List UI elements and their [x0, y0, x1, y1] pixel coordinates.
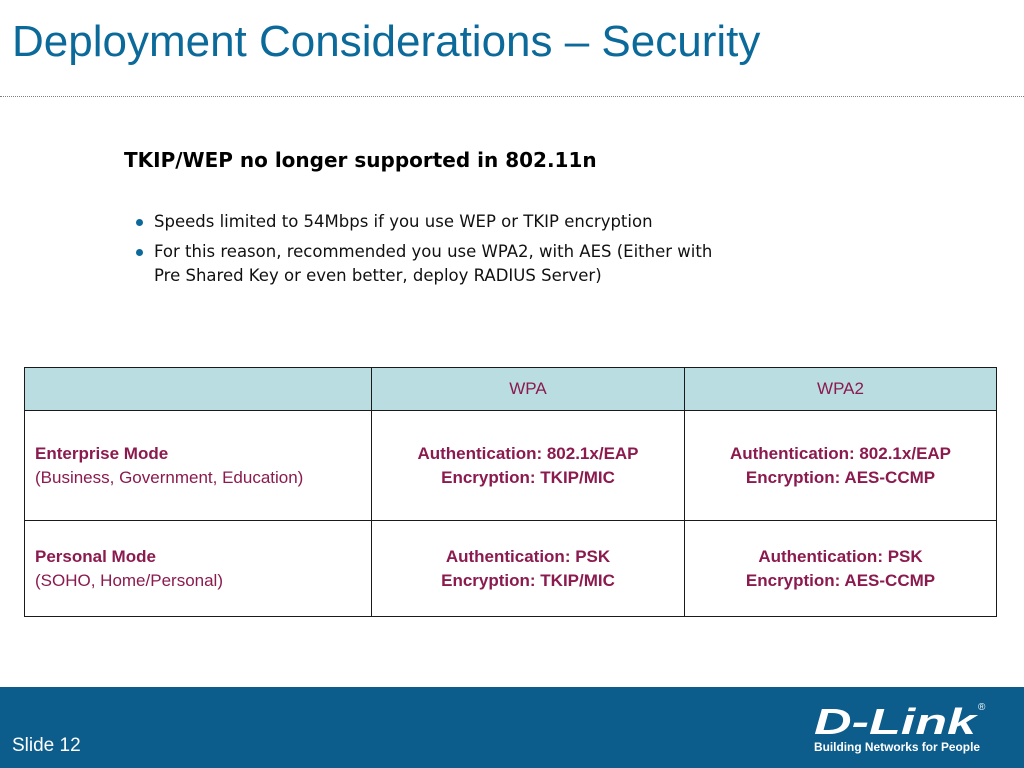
bullet-dot-icon — [136, 249, 143, 256]
logo-tagline: Building Networks for People — [814, 740, 980, 754]
security-modes-table: WPA WPA2 Enterprise Mode (Business, Gove… — [24, 367, 997, 617]
wpa-cell: Authentication: PSK Encryption: TKIP/MIC — [371, 520, 685, 617]
encryption-value: Encryption: AES-CCMP — [745, 570, 936, 590]
title-divider — [0, 96, 1024, 97]
header-cell-empty — [24, 367, 372, 411]
mode-cell: Enterprise Mode (Business, Government, E… — [24, 410, 372, 521]
encryption-value: Encryption: TKIP/MIC — [441, 570, 615, 590]
bullet-list: Speeds limited to 54Mbps if you use WEP … — [134, 210, 874, 294]
logo-registered-mark: ® — [978, 702, 986, 713]
authentication-value: Authentication: 802.1x/EAP — [417, 443, 639, 463]
table-row: Personal Mode (SOHO, Home/Personal) Auth… — [24, 520, 997, 617]
mode-name: Enterprise Mode — [35, 443, 169, 463]
mode-description: (SOHO, Home/Personal) — [35, 570, 223, 590]
slide-number: Slide 12 — [12, 735, 81, 756]
authentication-value: Authentication: 802.1x/EAP — [729, 443, 952, 463]
wpa2-cell: Authentication: 802.1x/EAP Encryption: A… — [684, 410, 997, 521]
bullet-item: For this reason, recommended you use WPA… — [134, 240, 874, 288]
mode-cell: Personal Mode (SOHO, Home/Personal) — [24, 520, 372, 617]
table-row: Enterprise Mode (Business, Government, E… — [24, 410, 997, 521]
slide-subheading: TKIP/WEP no longer supported in 802.11n — [124, 148, 597, 172]
bullet-text-line: Pre Shared Key or even better, deploy RA… — [154, 266, 602, 285]
bullet-item: Speeds limited to 54Mbps if you use WEP … — [134, 210, 874, 234]
wpa-cell: Authentication: 802.1x/EAP Encryption: T… — [371, 410, 685, 521]
authentication-value: Authentication: PSK — [758, 546, 923, 566]
wpa2-cell: Authentication: PSK Encryption: AES-CCMP — [684, 520, 997, 617]
dlink-logo: D-Link ® Building Networks for People — [814, 701, 986, 754]
bullet-dot-icon — [136, 219, 143, 226]
mode-description: (Business, Government, Education) — [35, 467, 304, 487]
encryption-value: Encryption: AES-CCMP — [745, 467, 936, 487]
authentication-value: Authentication: PSK — [445, 546, 611, 566]
bullet-text-line: For this reason, recommended you use WPA… — [154, 242, 713, 261]
table-header-row: WPA WPA2 — [24, 367, 997, 411]
header-cell-wpa: WPA — [371, 367, 685, 411]
logo-wordmark: D-Link — [814, 701, 979, 742]
encryption-value: Encryption: TKIP/MIC — [441, 467, 615, 487]
footer-bar — [0, 687, 1024, 768]
header-cell-wpa2: WPA2 — [684, 367, 997, 411]
slide-title: Deployment Considerations – Security — [12, 17, 761, 66]
mode-name: Personal Mode — [35, 546, 156, 566]
bullet-text-line: Speeds limited to 54Mbps if you use WEP … — [154, 212, 653, 231]
